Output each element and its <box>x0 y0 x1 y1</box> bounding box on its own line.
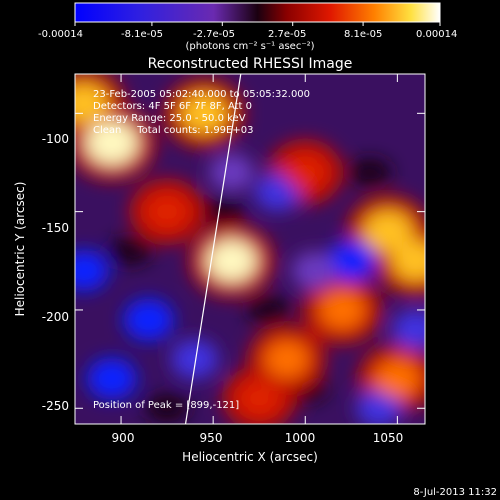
x-axis-label: Heliocentric X (arcsec) <box>182 450 318 464</box>
cold-spot <box>171 339 219 380</box>
dark-region <box>347 158 392 187</box>
colorbar-tick-label: -8.1e-05 <box>121 29 163 40</box>
y-axis-label: Heliocentric Y (arcsec) <box>13 182 27 317</box>
annotation-time-range: 23-Feb-2005 05:02:40.000 to 05:05:32.000 <box>93 89 310 100</box>
colorbar-tick-label: 2.7e-05 <box>268 29 306 40</box>
colorbar-tick-label: -0.00014 <box>38 29 83 40</box>
chart-title: Reconstructed RHESSI Image <box>148 56 353 72</box>
cold-spot <box>326 240 376 282</box>
hot-spot <box>146 194 188 230</box>
colorbar-tick-label: 0.00014 <box>416 29 457 40</box>
hot-spot <box>319 290 365 329</box>
hot-spot <box>180 93 227 133</box>
colorbar-ticks <box>74 22 441 26</box>
annotation-detectors: Detectors: 4F 5F 6F 7F 8F, Att 0 <box>93 101 252 112</box>
hot-spot <box>75 83 108 124</box>
cold-spot <box>392 309 425 350</box>
hot-spot <box>392 240 425 281</box>
hot-spot <box>374 359 420 398</box>
cold-spot <box>123 298 174 342</box>
y-tick-label: -150 <box>42 221 69 235</box>
plot-frame <box>74 73 426 425</box>
colorbar-tick-label: -2.7e-05 <box>193 29 235 40</box>
heatmap-image <box>75 74 425 424</box>
hot-spot <box>206 239 257 282</box>
cold-spot <box>209 153 254 191</box>
dark-region <box>200 197 245 226</box>
annotation-energy-range: Energy Range: 25.0 - 50.0 keV <box>93 113 246 124</box>
cold-spot <box>75 250 109 292</box>
colorbar <box>74 2 441 23</box>
hot-spot <box>363 210 413 252</box>
y-tick-label: -100 <box>42 132 69 146</box>
x-tick-label: 1000 <box>285 431 316 445</box>
y-tick-label: -200 <box>42 310 69 324</box>
hot-spot <box>239 381 280 416</box>
colorbar-unit-label: (photons cm⁻² s⁻¹ asec⁻²) <box>185 41 314 52</box>
solar-limb-line <box>184 74 242 424</box>
hot-spot <box>265 340 309 378</box>
hot-spot <box>284 154 326 190</box>
annotation-total-counts: Clean Total counts: 1.99E+03 <box>93 125 253 136</box>
x-tick-label: 900 <box>112 431 135 445</box>
x-tick-label: 1050 <box>373 431 404 445</box>
annotation-peak-position: Position of Peak = [899,-121] <box>93 400 239 411</box>
axis-ticks <box>75 74 425 424</box>
dark-region <box>246 295 291 324</box>
x-tick-label: 950 <box>200 431 223 445</box>
footer-timestamp: 8-Jul-2013 11:32 <box>413 487 497 498</box>
dark-region <box>145 394 190 423</box>
y-tick-label: -250 <box>42 399 69 413</box>
cold-spot <box>87 357 137 400</box>
cold-spot <box>356 389 402 424</box>
dark-region <box>108 236 153 265</box>
colorbar-tick-label: 8.1e-05 <box>344 29 382 40</box>
hot-spot <box>85 120 138 165</box>
cold-spot <box>292 251 337 290</box>
